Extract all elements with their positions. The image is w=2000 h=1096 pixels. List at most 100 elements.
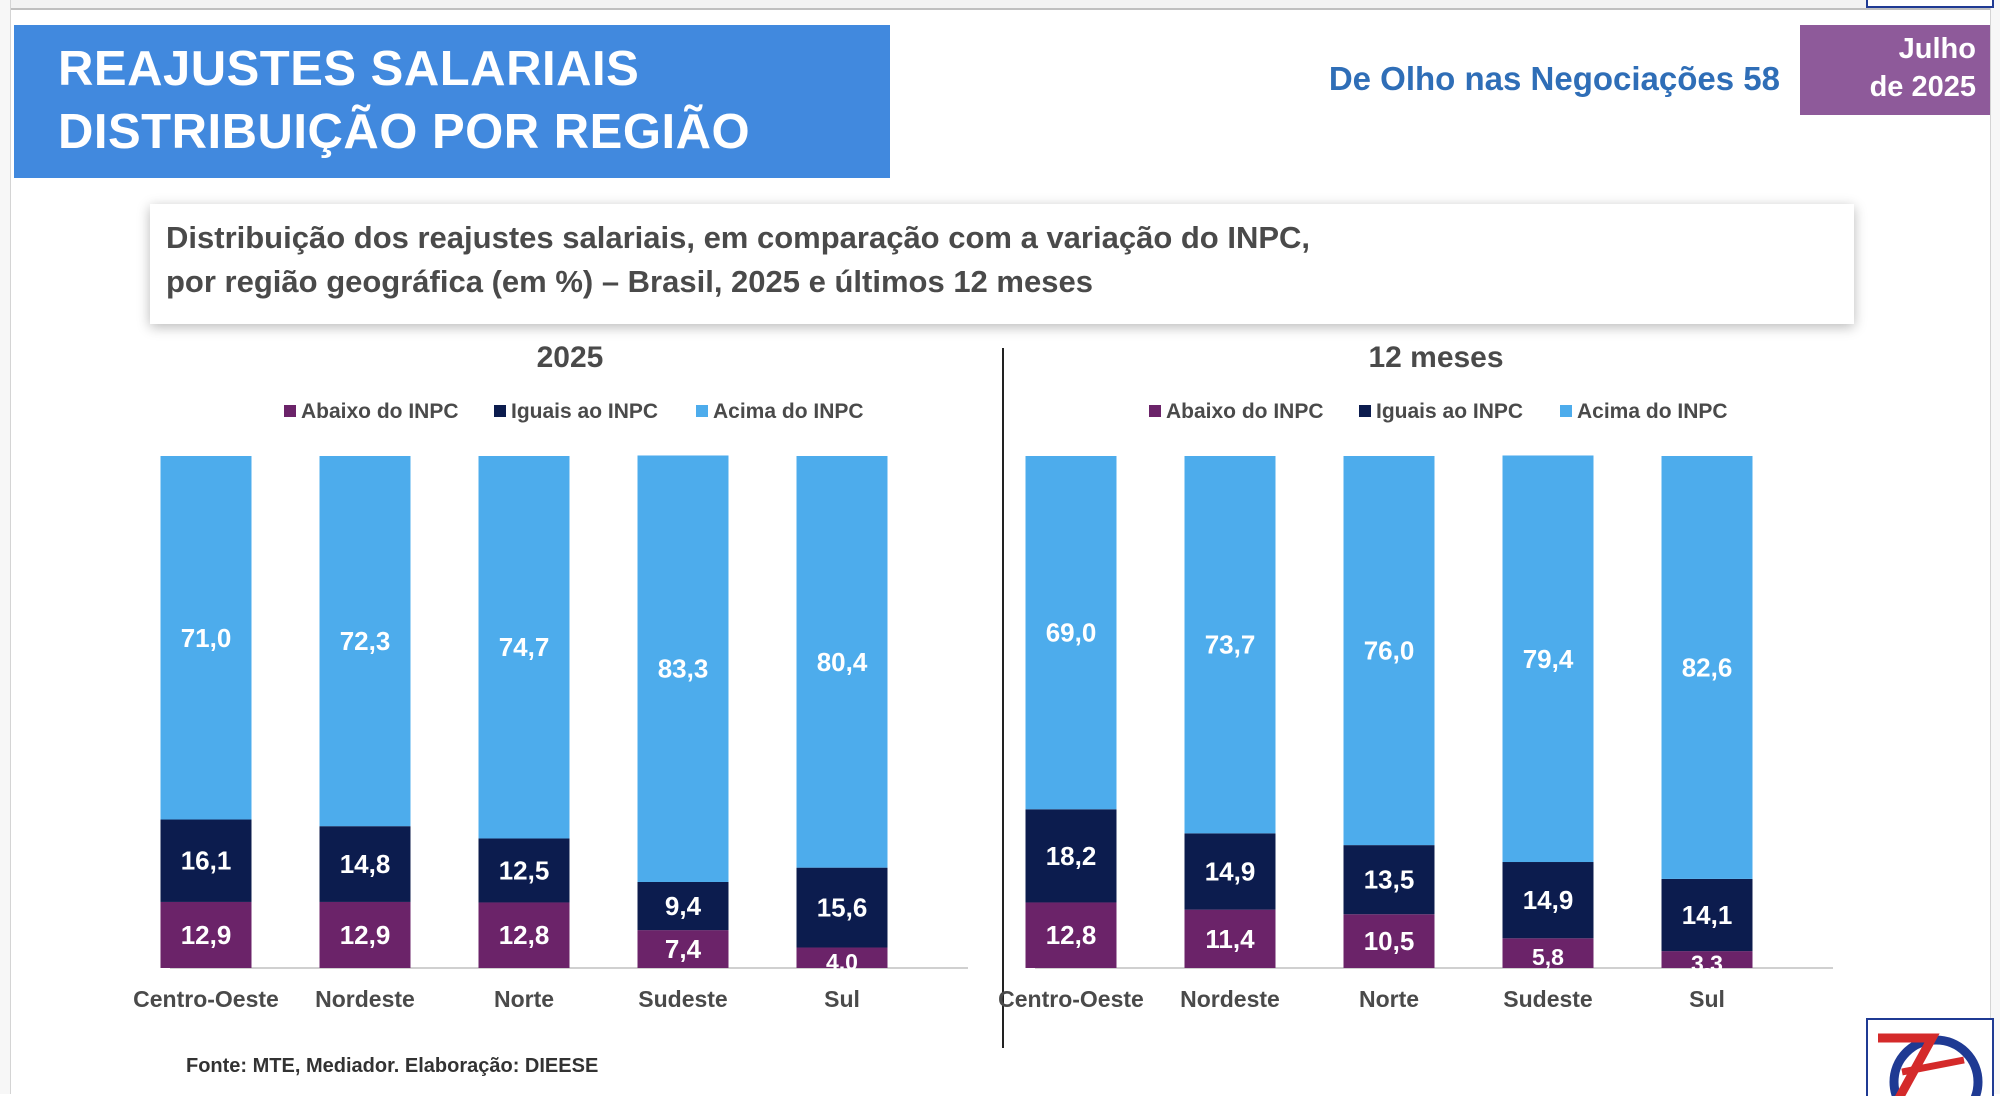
date-badge: Julho de 2025	[1800, 25, 1990, 115]
bar-0-3-2	[637, 455, 729, 882]
category-label-0-0: Centro-Oeste	[133, 986, 279, 1012]
bar-0-1-0	[319, 901, 411, 968]
bar-1-0-1	[1025, 809, 1117, 903]
date-year: de 2025	[1869, 71, 1976, 103]
legend-swatch-1-2	[1560, 405, 1572, 417]
legend-swatch-1-1	[1359, 405, 1371, 417]
bar-0-4-0	[796, 947, 888, 968]
bar-1-4-2	[1661, 456, 1753, 879]
data-label-0-4-0: 4,0	[826, 949, 858, 975]
category-label-1-2: Norte	[1359, 986, 1419, 1012]
legend-label-0-2: Acima do INPC	[713, 400, 864, 423]
data-label-1-3-0: 5,8	[1532, 944, 1564, 970]
dieese-logo-icon	[1866, 1018, 1994, 1096]
slide-right-edge	[1990, 0, 2000, 1094]
data-label-1-1-0: 11,4	[1205, 924, 1255, 954]
bar-1-1-2	[1184, 456, 1276, 834]
chart-subtitle-box: Distribuição dos reajustes salariais, em…	[150, 204, 1854, 324]
legend-swatch-0-1	[494, 405, 506, 417]
bar-1-1-1	[1184, 833, 1276, 910]
bar-1-0-2	[1025, 456, 1117, 810]
title-line-1: REAJUSTES SALARIAIS	[58, 42, 640, 96]
category-label-1-4: Sul	[1689, 986, 1725, 1012]
date-month: Julho	[1898, 33, 1976, 65]
bar-1-2-1	[1343, 845, 1435, 915]
bar-1-0-0	[1025, 902, 1117, 968]
data-label-0-2-1: 12,5	[499, 855, 550, 885]
data-label-1-4-2: 82,6	[1682, 652, 1733, 682]
data-label-0-0-2: 71,0	[181, 623, 232, 653]
data-label-0-0-0: 12,9	[181, 920, 232, 950]
category-label-0-4: Sul	[824, 986, 860, 1012]
data-label-0-4-2: 80,4	[817, 647, 868, 677]
bar-1-2-0	[1343, 914, 1435, 968]
category-label-0-3: Sudeste	[638, 986, 727, 1012]
legend-label-1-0: Abaixo do INPC	[1166, 400, 1324, 423]
window-top-border	[0, 0, 2000, 10]
legend-swatch-0-0	[284, 405, 296, 417]
bar-0-0-1	[160, 819, 252, 902]
data-label-1-4-0: 3,3	[1691, 951, 1723, 977]
subtitle-line-2: por região geográfica (em %) – Brasil, 2…	[166, 264, 1093, 299]
category-label-1-0: Centro-Oeste	[998, 986, 1144, 1012]
source-note: Fonte: MTE, Mediador. Elaboração: DIEESE	[186, 1055, 599, 1077]
data-label-1-2-1: 13,5	[1364, 865, 1415, 895]
data-label-0-4-1: 15,6	[817, 893, 868, 923]
bar-1-3-1	[1502, 862, 1594, 939]
category-label-0-1: Nordeste	[315, 986, 415, 1012]
newsletter-title: De Olho nas Negociações 58	[1328, 60, 1780, 97]
bar-0-3-1	[637, 881, 729, 931]
data-label-0-2-0: 12,8	[499, 920, 550, 950]
bar-0-0-0	[160, 901, 252, 968]
data-label-1-0-2: 69,0	[1046, 618, 1097, 648]
category-label-1-1: Nordeste	[1180, 986, 1280, 1012]
legend-label-1-1: Iguais ao INPC	[1376, 400, 1523, 423]
title-line-2: DISTRIBUIÇÃO POR REGIÃO	[58, 105, 751, 159]
subtitle-line-1: Distribuição dos reajustes salariais, em…	[166, 220, 1311, 255]
data-label-1-1-1: 14,9	[1205, 856, 1256, 886]
category-label-0-2: Norte	[494, 986, 554, 1012]
legend-label-0-0: Abaixo do INPC	[301, 400, 459, 423]
data-label-1-2-2: 76,0	[1364, 636, 1415, 666]
bar-0-2-2	[478, 456, 570, 839]
data-label-1-3-1: 14,9	[1523, 885, 1574, 915]
data-label-0-1-0: 12,9	[340, 920, 391, 950]
bar-1-4-0	[1661, 951, 1753, 968]
bar-1-2-2	[1343, 456, 1435, 846]
data-label-0-3-0: 7,4	[665, 934, 702, 964]
category-label-1-3: Sudeste	[1503, 986, 1592, 1012]
data-label-1-1-2: 73,7	[1205, 630, 1256, 660]
bar-1-3-0	[1502, 938, 1594, 968]
bar-0-1-2	[319, 456, 411, 827]
legend-swatch-1-0	[1149, 405, 1161, 417]
charts-area: 2025 Abaixo do INPC Iguais ao INPC Acima do…	[133, 341, 1833, 1048]
data-label-0-3-2: 83,3	[658, 654, 709, 684]
bar-0-4-1	[796, 867, 888, 948]
data-label-1-2-0: 10,5	[1364, 926, 1415, 956]
chart-title-0: 2025	[537, 341, 604, 374]
data-label-0-2-2: 74,7	[499, 632, 550, 662]
data-label-1-4-1: 14,1	[1682, 900, 1733, 930]
slide-left-edge	[0, 0, 11, 1094]
bar-0-0-2	[160, 456, 252, 820]
chart-title-1: 12 meses	[1368, 341, 1503, 374]
data-label-1-0-1: 18,2	[1046, 841, 1097, 871]
bar-1-1-0	[1184, 909, 1276, 968]
legend-swatch-0-2	[696, 405, 708, 417]
bar-1-4-1	[1661, 878, 1753, 952]
data-label-0-1-1: 14,8	[340, 849, 391, 879]
logo-top-fragment	[1866, 0, 1994, 8]
bar-0-2-1	[478, 838, 570, 903]
data-label-0-1-2: 72,3	[340, 626, 391, 656]
title-banner: REAJUSTES SALARIAIS DISTRIBUIÇÃO POR REG…	[14, 25, 890, 178]
bar-0-4-2	[796, 456, 888, 868]
data-label-1-3-2: 79,4	[1523, 644, 1574, 674]
logo-mark-icon	[1878, 1033, 1983, 1096]
data-label-0-0-1: 16,1	[181, 846, 232, 876]
bar-0-3-0	[637, 930, 729, 968]
bar-1-3-2	[1502, 455, 1594, 863]
bar-0-1-1	[319, 826, 411, 902]
legend-label-1-2: Acima do INPC	[1577, 400, 1728, 423]
bar-0-2-0	[478, 902, 570, 968]
data-label-1-0-0: 12,8	[1046, 920, 1097, 950]
